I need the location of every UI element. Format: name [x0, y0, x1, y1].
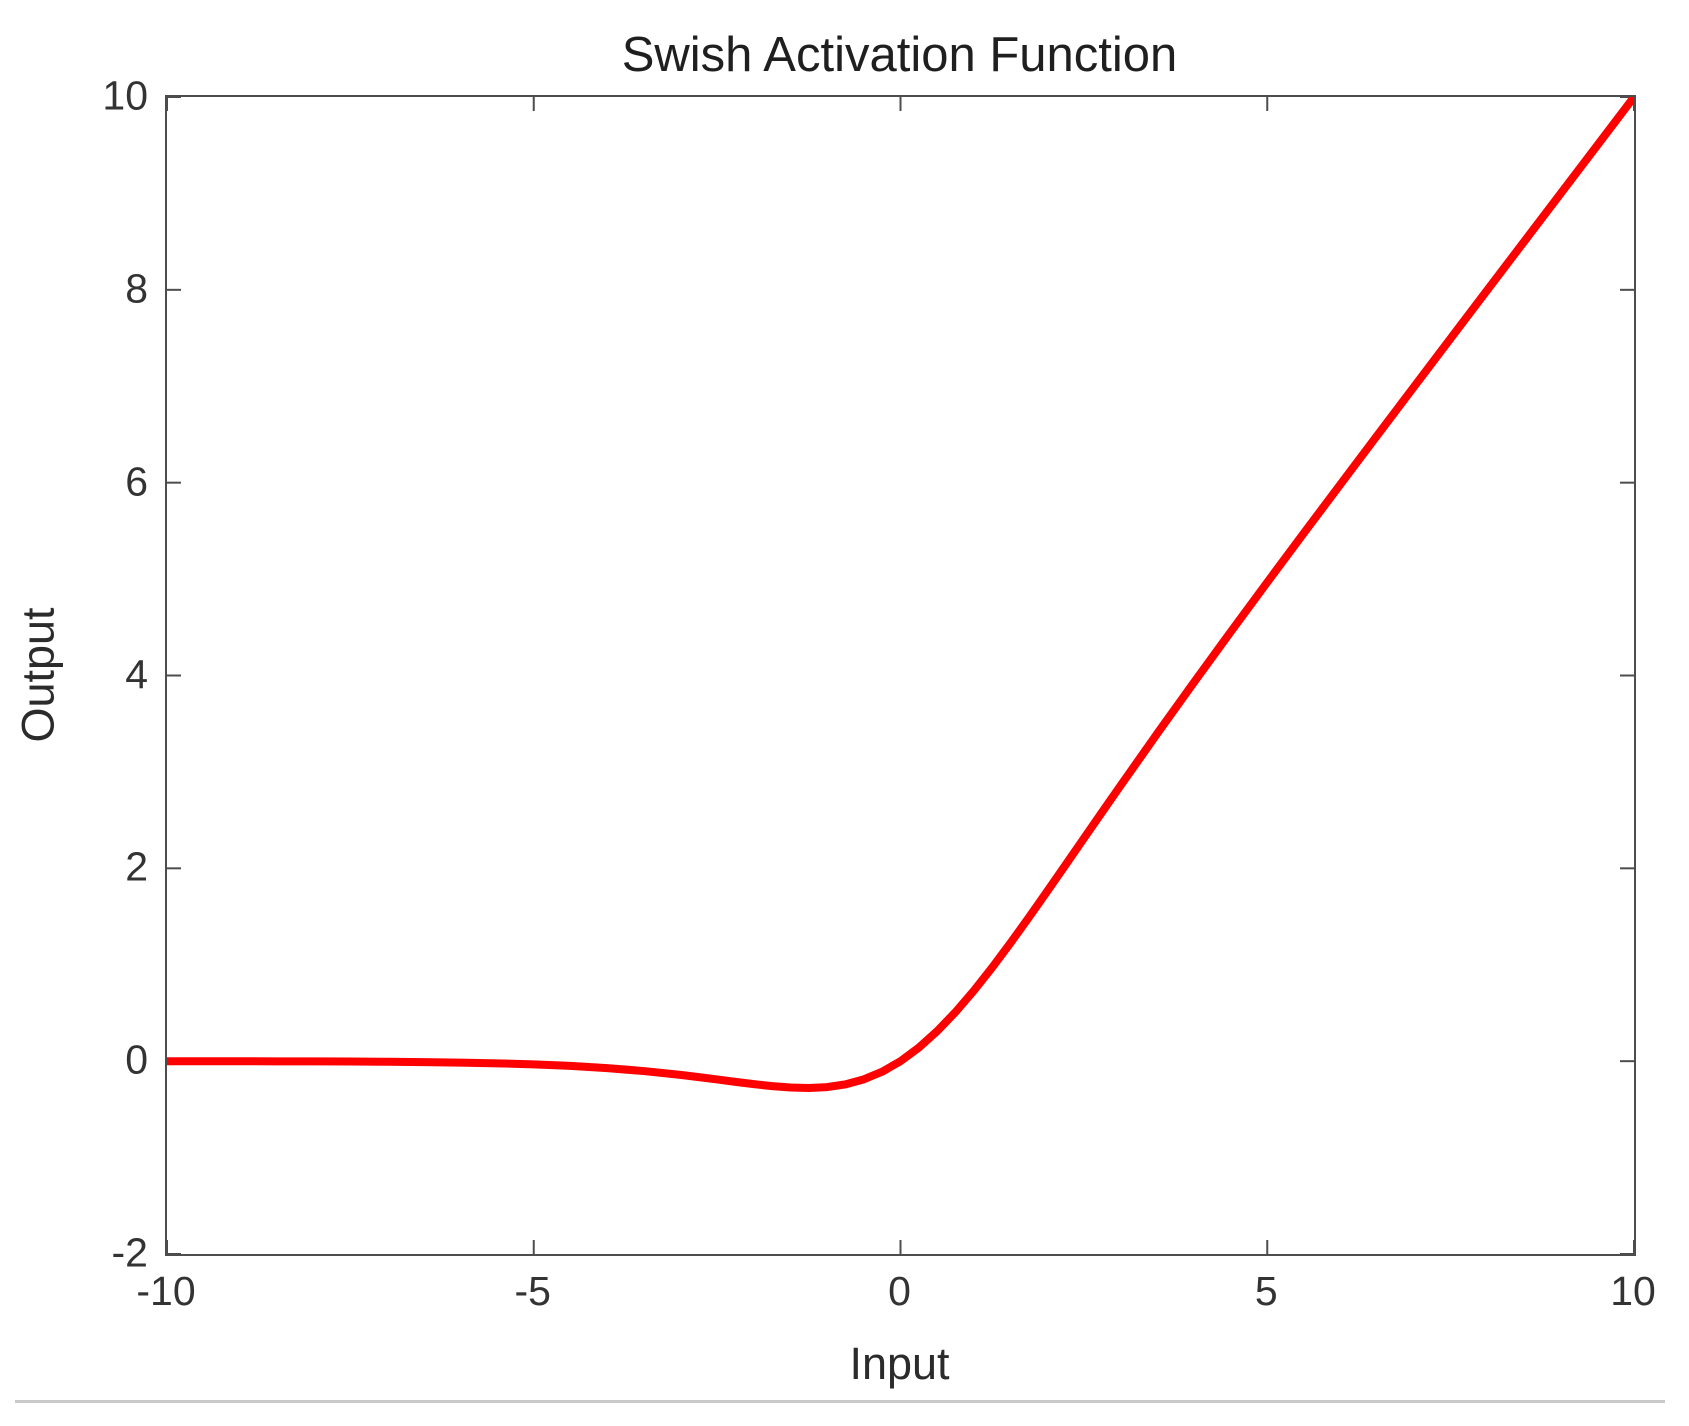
x-axis-label: Input: [849, 1338, 950, 1389]
x-tick-label: -5: [514, 1268, 551, 1314]
x-tick-label: -10: [136, 1268, 196, 1314]
y-tick-label: 4: [125, 651, 148, 697]
y-tick-label: 0: [125, 1036, 148, 1083]
swish-curve: [167, 97, 1634, 1093]
plot-canvas: [167, 97, 1634, 1254]
x-tick-label: 5: [1254, 1268, 1278, 1314]
y-tick-label: -2: [111, 1229, 148, 1276]
y-tick-label: 2: [125, 843, 148, 890]
x-axis-tick-labels: -10 -5 0 5 10: [136, 1268, 1655, 1316]
x-tick-label: 10: [1610, 1268, 1656, 1314]
y-tick-label: 6: [125, 458, 148, 505]
x-tick-label: 0: [888, 1268, 911, 1314]
chart-title: Swish Activation Function: [621, 28, 1178, 82]
y-tick-label: 10: [102, 72, 148, 119]
page-divider-line: [15, 1400, 1665, 1403]
y-tick-label: 8: [125, 265, 148, 312]
plot-area: [165, 95, 1636, 1256]
y-axis-tick-labels: -2 0 2 4 6 8 10: [0, 73, 148, 1276]
